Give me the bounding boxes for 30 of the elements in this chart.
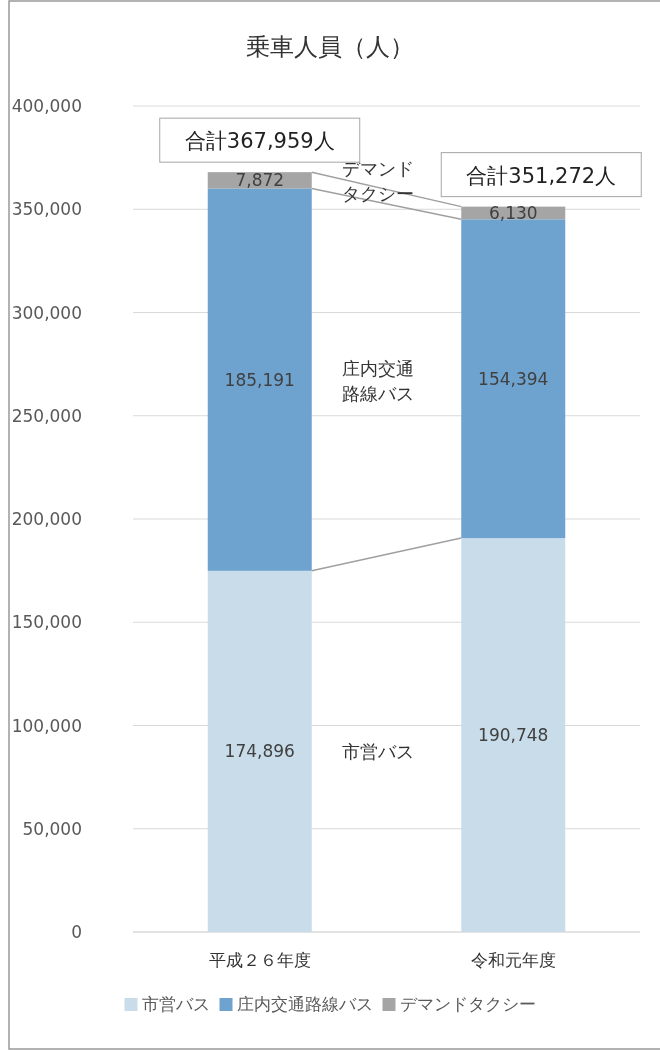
- x-tick-label: 令和元年度: [470, 950, 556, 970]
- data-label: 7,872: [235, 170, 285, 191]
- chart-title: 乗車人員（人）: [246, 33, 414, 61]
- y-tick-label: 50,000: [22, 818, 82, 839]
- y-tick-label: 350,000: [11, 199, 82, 220]
- x-tick-label: 平成２６年度: [208, 950, 311, 970]
- y-tick-label: 400,000: [11, 96, 82, 116]
- y-tick-label: 300,000: [11, 302, 82, 323]
- total-label: 合計367,959人: [184, 129, 335, 154]
- data-label: 174,896: [224, 741, 295, 762]
- data-label: 190,748: [478, 725, 549, 746]
- legend-label: デマンドタクシー: [399, 994, 536, 1014]
- y-tick-label: 200,000: [11, 509, 82, 529]
- legend-label: 庄内交通路線バス: [236, 994, 373, 1014]
- bar: [461, 538, 566, 932]
- annotation: 庄内交通路線バス: [341, 357, 414, 404]
- data-label: 154,394: [478, 368, 549, 389]
- bar: [461, 219, 566, 539]
- data-label: 185,191: [224, 369, 295, 390]
- y-tick-label: 250,000: [11, 405, 82, 426]
- annotation: デマンドタクシー: [341, 158, 414, 205]
- legend-label: 市営バス: [141, 994, 210, 1014]
- annotation: 市営バス: [341, 741, 414, 763]
- data-label: 6,130: [488, 202, 538, 223]
- total-label: 合計351,272人: [466, 163, 617, 188]
- bar: [207, 570, 312, 932]
- y-tick-label: 150,000: [11, 612, 82, 633]
- bar: [207, 188, 312, 571]
- y-tick-label: 0: [71, 922, 82, 942]
- y-tick-label: 100,000: [11, 715, 82, 736]
